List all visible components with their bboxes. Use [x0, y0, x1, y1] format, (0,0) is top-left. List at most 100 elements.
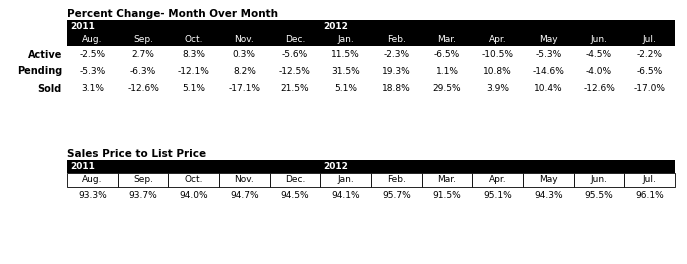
Text: Aug.: Aug.: [82, 176, 102, 185]
Text: 96.1%: 96.1%: [635, 191, 664, 200]
Text: 5.1%: 5.1%: [334, 84, 357, 93]
Text: Nov.: Nov.: [234, 35, 254, 44]
Text: May: May: [539, 176, 558, 185]
Text: -12.5%: -12.5%: [279, 67, 311, 76]
Text: 21.5%: 21.5%: [281, 84, 309, 93]
Bar: [219, 173, 270, 187]
Text: 94.3%: 94.3%: [534, 191, 563, 200]
Bar: [67, 80, 675, 97]
Text: Sep.: Sep.: [133, 176, 153, 185]
Text: Mar.: Mar.: [438, 176, 456, 185]
Text: -6.5%: -6.5%: [434, 50, 460, 59]
Text: Oct.: Oct.: [184, 176, 203, 185]
Text: Jun.: Jun.: [591, 176, 607, 185]
Text: -6.3%: -6.3%: [130, 67, 156, 76]
Text: 94.5%: 94.5%: [281, 191, 309, 200]
Text: 11.5%: 11.5%: [331, 50, 360, 59]
Text: Dec.: Dec.: [285, 35, 305, 44]
Bar: [574, 173, 624, 187]
Bar: [422, 173, 473, 187]
Text: -17.0%: -17.0%: [633, 84, 666, 93]
Text: 2.7%: 2.7%: [132, 50, 155, 59]
Text: Feb.: Feb.: [387, 35, 406, 44]
Text: 95.7%: 95.7%: [382, 191, 411, 200]
Text: 29.5%: 29.5%: [433, 84, 461, 93]
Bar: [67, 63, 675, 80]
Text: 10.8%: 10.8%: [483, 67, 512, 76]
Text: -5.3%: -5.3%: [79, 67, 106, 76]
Bar: [67, 160, 675, 173]
Text: -5.3%: -5.3%: [535, 50, 561, 59]
Text: Feb.: Feb.: [387, 176, 406, 185]
Bar: [168, 173, 219, 187]
Text: Apr.: Apr.: [489, 176, 506, 185]
Text: 3.1%: 3.1%: [81, 84, 104, 93]
Text: -6.5%: -6.5%: [637, 67, 663, 76]
Text: Sold: Sold: [38, 83, 62, 93]
Text: 93.7%: 93.7%: [128, 191, 157, 200]
Text: -4.5%: -4.5%: [586, 50, 612, 59]
Text: 0.3%: 0.3%: [233, 50, 256, 59]
Bar: [523, 173, 574, 187]
Text: 19.3%: 19.3%: [382, 67, 411, 76]
Bar: [67, 20, 675, 33]
Bar: [270, 173, 320, 187]
Text: Jun.: Jun.: [591, 35, 607, 44]
Text: -12.1%: -12.1%: [178, 67, 210, 76]
Text: -2.2%: -2.2%: [637, 50, 663, 59]
Bar: [117, 173, 168, 187]
Bar: [67, 187, 675, 204]
Text: 94.0%: 94.0%: [179, 191, 208, 200]
Text: Dec.: Dec.: [285, 176, 305, 185]
Text: -2.3%: -2.3%: [383, 50, 409, 59]
Text: Active: Active: [27, 50, 62, 59]
Bar: [67, 46, 675, 63]
Text: 2011: 2011: [70, 162, 95, 171]
Text: -12.6%: -12.6%: [127, 84, 159, 93]
Text: 93.3%: 93.3%: [78, 191, 106, 200]
Text: 94.1%: 94.1%: [331, 191, 360, 200]
Text: Nov.: Nov.: [234, 176, 254, 185]
Text: Sales Price to List Price: Sales Price to List Price: [67, 149, 206, 159]
Text: 10.4%: 10.4%: [534, 84, 563, 93]
Text: -10.5%: -10.5%: [482, 50, 514, 59]
Text: Oct.: Oct.: [184, 35, 203, 44]
Text: Sep.: Sep.: [133, 35, 153, 44]
Text: -17.1%: -17.1%: [228, 84, 260, 93]
Text: -4.0%: -4.0%: [586, 67, 612, 76]
Text: 18.8%: 18.8%: [382, 84, 411, 93]
Bar: [67, 33, 675, 46]
Text: May: May: [539, 35, 558, 44]
Text: Jul.: Jul.: [643, 176, 657, 185]
Text: 8.3%: 8.3%: [182, 50, 205, 59]
Text: Percent Change- Month Over Month: Percent Change- Month Over Month: [67, 9, 278, 19]
Text: Mar.: Mar.: [438, 35, 456, 44]
Text: 2012: 2012: [324, 162, 348, 171]
Bar: [67, 173, 117, 187]
Bar: [320, 173, 371, 187]
Text: 2012: 2012: [324, 22, 348, 31]
Bar: [371, 173, 422, 187]
Text: Aug.: Aug.: [82, 35, 102, 44]
Text: -5.6%: -5.6%: [282, 50, 308, 59]
Bar: [473, 173, 523, 187]
Text: 2011: 2011: [70, 22, 95, 31]
Text: 31.5%: 31.5%: [331, 67, 360, 76]
Text: 8.2%: 8.2%: [233, 67, 256, 76]
Text: 1.1%: 1.1%: [436, 67, 458, 76]
Bar: [624, 173, 675, 187]
Text: 95.1%: 95.1%: [483, 191, 512, 200]
Text: 91.5%: 91.5%: [433, 191, 462, 200]
Text: Jan.: Jan.: [337, 176, 354, 185]
Text: -14.6%: -14.6%: [532, 67, 564, 76]
Text: 3.9%: 3.9%: [486, 84, 509, 93]
Text: Pending: Pending: [16, 67, 62, 77]
Text: -12.6%: -12.6%: [583, 84, 615, 93]
Text: 95.5%: 95.5%: [585, 191, 613, 200]
Text: Apr.: Apr.: [489, 35, 506, 44]
Text: 94.7%: 94.7%: [230, 191, 258, 200]
Text: -2.5%: -2.5%: [79, 50, 105, 59]
Text: Jul.: Jul.: [643, 35, 657, 44]
Text: Jan.: Jan.: [337, 35, 354, 44]
Text: 5.1%: 5.1%: [182, 84, 205, 93]
